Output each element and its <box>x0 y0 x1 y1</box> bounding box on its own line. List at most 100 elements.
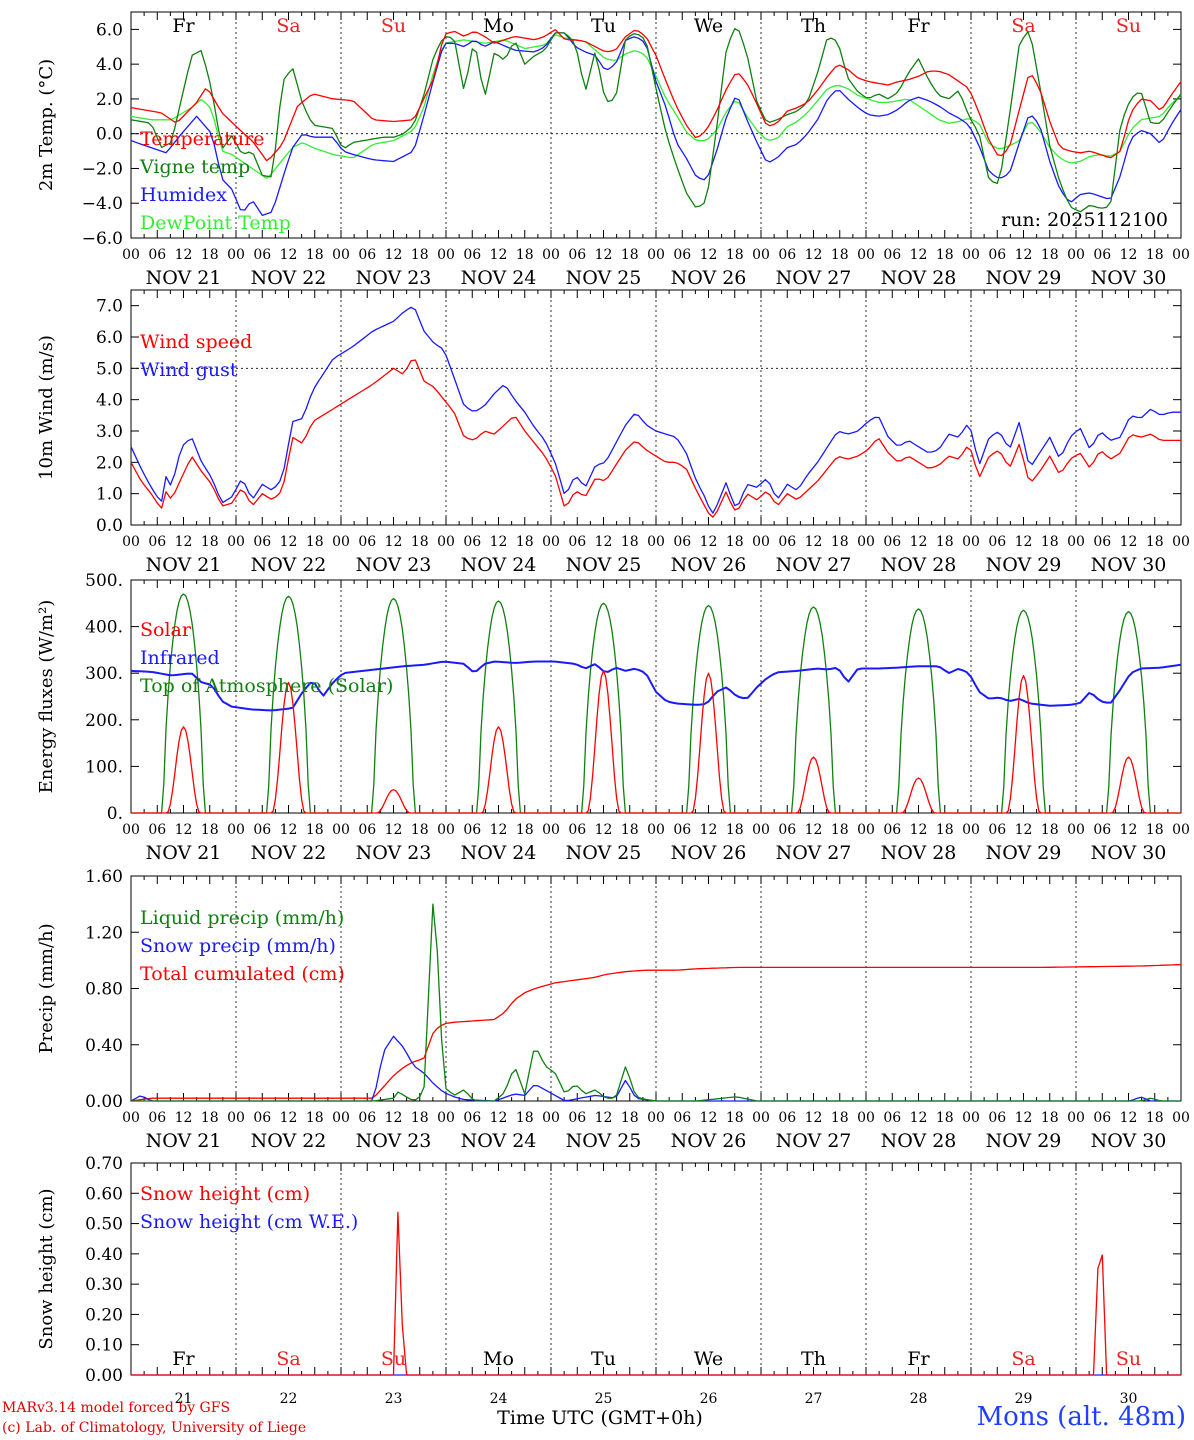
day-label: NOV 27 <box>776 554 852 576</box>
day-label: NOV 21 <box>146 842 222 864</box>
y-tick-label: 2.0 <box>96 90 123 110</box>
hour-tick-label: 18 <box>1146 534 1164 550</box>
hour-tick-label: 06 <box>988 822 1006 838</box>
hour-tick-label: 12 <box>1015 1110 1033 1126</box>
legend-entry: Top of Atmosphere (Solar) <box>140 675 393 697</box>
series-line-liquid-precip-mm-h <box>131 903 1181 1102</box>
weekday-label: Fr <box>907 1348 930 1370</box>
panel-2 <box>130 289 1182 526</box>
hour-tick-label: 18 <box>306 822 324 838</box>
hour-tick-label: 12 <box>1015 247 1033 263</box>
day-label: NOV 30 <box>1091 554 1167 576</box>
hour-tick-label: 00 <box>542 822 560 838</box>
hour-tick-label: 06 <box>568 247 586 263</box>
hour-tick-label: 00 <box>752 247 770 263</box>
hour-tick-label: 12 <box>910 247 928 263</box>
y-axis-label: Precip (mm/h) <box>36 923 57 1053</box>
day-label: NOV 21 <box>146 554 222 576</box>
panel-4 <box>130 875 1182 1102</box>
hour-tick-label: 06 <box>673 822 691 838</box>
hour-tick-label: 00 <box>122 1110 140 1126</box>
day-label: NOV 24 <box>461 554 537 576</box>
y-tick-label: 0.00 <box>85 1366 123 1386</box>
series-line-infrared <box>130 660 1182 712</box>
series-line-humidex <box>130 32 1182 217</box>
hour-tick-label: 00 <box>962 1110 980 1126</box>
day-label: NOV 21 <box>146 1130 222 1152</box>
hour-tick-label: 00 <box>332 247 350 263</box>
hour-tick-label: 18 <box>1041 534 1059 550</box>
hour-tick-label: 00 <box>227 1110 245 1126</box>
hour-tick-label: 06 <box>883 534 901 550</box>
legend-entry: Wind speed <box>140 331 252 353</box>
legend-entry: Total cumulated (cm) <box>140 963 345 985</box>
y-tick-label: −4.0 <box>82 194 123 214</box>
y-tick-label: 2.0 <box>96 453 123 473</box>
y-tick-label: 0.20 <box>85 1305 123 1325</box>
hour-tick-label: 12 <box>175 1110 193 1126</box>
hour-tick-label: 06 <box>358 247 376 263</box>
series-line-wind-gust <box>130 306 1181 514</box>
hour-tick-label: 12 <box>1120 1110 1138 1126</box>
model-credit: MARv3.14 model forced by GFS <box>2 1400 231 1416</box>
hour-tick-label: 18 <box>516 1110 534 1126</box>
hour-tick-label: 06 <box>358 822 376 838</box>
day-label: NOV 27 <box>776 1130 852 1152</box>
hour-tick-label: 12 <box>490 247 508 263</box>
hour-tick-label: 06 <box>148 822 166 838</box>
y-axis-label: 10m Wind (m/s) <box>36 335 57 480</box>
hour-tick-label: 12 <box>175 534 193 550</box>
hour-tick-label: 12 <box>595 1110 613 1126</box>
legend-entry: Temperature <box>140 128 264 150</box>
hour-tick-label: 12 <box>280 247 298 263</box>
hour-tick-label: 06 <box>253 247 271 263</box>
day-label: NOV 28 <box>881 554 957 576</box>
hour-tick-label: 00 <box>962 247 980 263</box>
y-tick-label: 0.40 <box>85 1245 123 1265</box>
hour-tick-label: 00 <box>647 534 665 550</box>
lab-credit: (c) Lab. of Climatology, University of L… <box>2 1420 307 1436</box>
legend-entry: Wind gust <box>140 359 238 381</box>
day-label: NOV 29 <box>986 267 1062 289</box>
hour-tick-label: 12 <box>1120 534 1138 550</box>
hour-tick-label: 12 <box>385 247 403 263</box>
hour-tick-label: 06 <box>463 534 481 550</box>
hour-tick-label: 18 <box>516 534 534 550</box>
series-line-dewpoint-temp <box>130 34 1182 180</box>
hour-tick-label: 06 <box>148 1110 166 1126</box>
hour-tick-label: 00 <box>437 247 455 263</box>
hour-tick-label: 06 <box>778 247 796 263</box>
hour-tick-label: 18 <box>306 247 324 263</box>
hour-tick-label: 06 <box>883 822 901 838</box>
day-label: NOV 30 <box>1091 267 1167 289</box>
run-label: run: 2025112100 <box>1001 209 1168 231</box>
hour-tick-label: 06 <box>673 1110 691 1126</box>
y-tick-label: 3.0 <box>96 422 123 442</box>
hour-tick-label: 00 <box>437 534 455 550</box>
y-tick-label: 0.10 <box>85 1336 123 1356</box>
weekday-label: Fr <box>907 15 930 37</box>
hour-tick-label: 00 <box>962 534 980 550</box>
y-tick-label: 4.0 <box>96 55 123 75</box>
y-axis-label: 2m Temp. (°C) <box>36 59 57 191</box>
panel-5 <box>130 1162 1182 1376</box>
hour-tick-label: 18 <box>936 247 954 263</box>
hour-tick-label: 00 <box>1067 822 1085 838</box>
y-tick-label: 1.20 <box>85 923 123 943</box>
x-axis-title: Time UTC (GMT+0h) <box>497 1407 703 1429</box>
day-number-label: 24 <box>490 1391 508 1407</box>
hour-tick-label: 00 <box>437 1110 455 1126</box>
day-label: NOV 28 <box>881 1130 957 1152</box>
hour-tick-label: 18 <box>831 822 849 838</box>
hour-tick-label: 06 <box>463 1110 481 1126</box>
day-label: NOV 22 <box>251 842 327 864</box>
hour-tick-label: 18 <box>516 822 534 838</box>
hour-tick-label: 00 <box>122 534 140 550</box>
series-line-wind-speed <box>130 359 1181 518</box>
hour-tick-label: 00 <box>542 247 560 263</box>
hour-tick-label: 06 <box>988 534 1006 550</box>
hour-tick-label: 18 <box>1041 822 1059 838</box>
day-label: NOV 26 <box>671 554 747 576</box>
y-tick-label: 500. <box>85 571 123 591</box>
hour-tick-label: 18 <box>1146 822 1164 838</box>
